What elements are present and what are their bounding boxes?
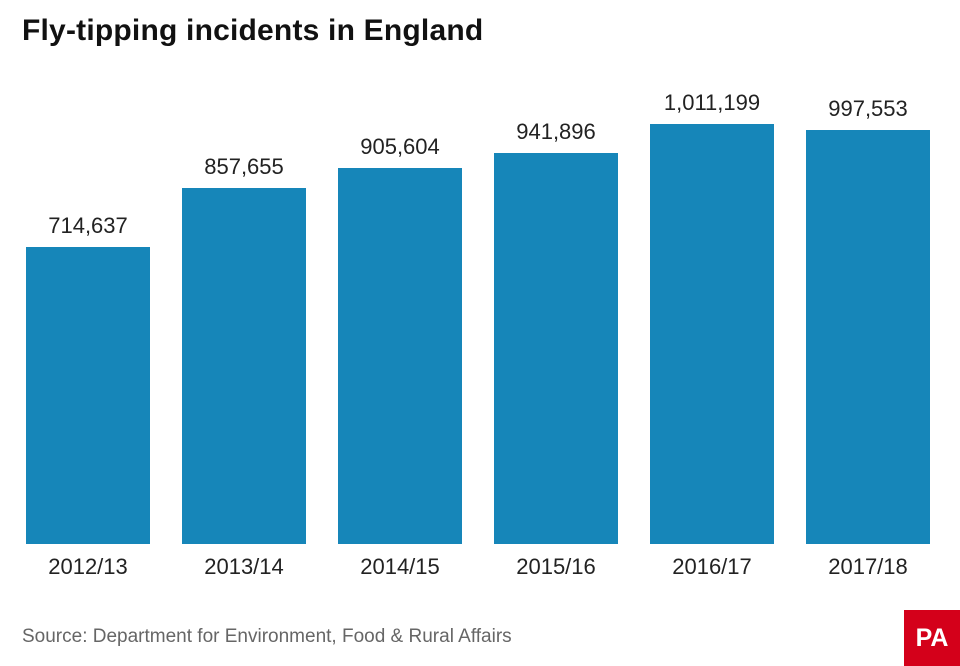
- bar: [182, 188, 306, 544]
- bar-value-label: 941,896: [516, 119, 596, 145]
- bar-chart: 714,637 857,655 905,604 941,896 1,011,199 997…: [22, 64, 938, 584]
- bar-value-label: 905,604: [360, 134, 440, 160]
- bar-wrap: 997,553: [806, 96, 930, 544]
- bar-value-label: 857,655: [204, 154, 284, 180]
- source-line: Source: Department for Environment, Food…: [22, 626, 512, 648]
- bar-wrap: 941,896: [494, 119, 618, 544]
- page: Fly-tipping incidents in England 714,637…: [0, 0, 960, 666]
- x-axis-label: 2017/18: [806, 554, 930, 580]
- bar: [806, 130, 930, 544]
- bar-wrap: 905,604: [338, 134, 462, 544]
- bar-wrap: 857,655: [182, 154, 306, 544]
- bar-wrap: 714,637: [26, 213, 150, 544]
- bar-value-label: 997,553: [828, 96, 908, 122]
- x-axis-label: 2015/16: [494, 554, 618, 580]
- pa-logo: PA: [904, 610, 960, 666]
- x-axis-label: 2014/15: [338, 554, 462, 580]
- x-axis-label: 2013/14: [182, 554, 306, 580]
- pa-logo-text: PA: [916, 624, 949, 653]
- x-axis-label: 2016/17: [650, 554, 774, 580]
- bar: [650, 124, 774, 544]
- bar-value-label: 1,011,199: [664, 90, 760, 116]
- plot-area: 714,637 857,655 905,604 941,896 1,011,199 997…: [22, 64, 938, 544]
- bar: [338, 168, 462, 544]
- x-axis-label: 2012/13: [26, 554, 150, 580]
- bar: [26, 247, 150, 544]
- bar: [494, 153, 618, 544]
- bar-value-label: 714,637: [48, 213, 128, 239]
- bar-wrap: 1,011,199: [650, 90, 774, 544]
- x-axis: 2012/13 2013/14 2014/15 2015/16 2016/17 2017/…: [22, 544, 938, 584]
- chart-title: Fly-tipping incidents in England: [22, 14, 483, 48]
